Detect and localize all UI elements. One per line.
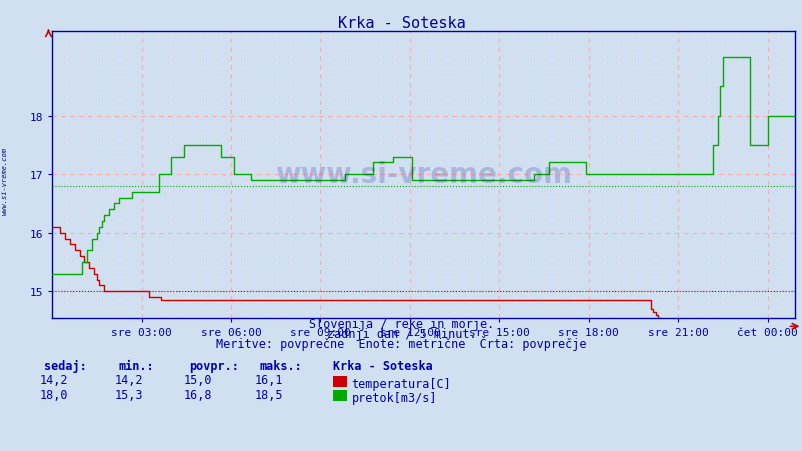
Text: 15,0: 15,0 <box>184 373 213 387</box>
Text: 16,8: 16,8 <box>184 388 213 401</box>
Text: www.si-vreme.com: www.si-vreme.com <box>2 147 8 214</box>
Text: maks.:: maks.: <box>259 359 302 372</box>
Text: temperatura[C]: temperatura[C] <box>351 377 451 390</box>
Text: Meritve: povprečne  Enote: metrične  Črta: povprečje: Meritve: povprečne Enote: metrične Črta:… <box>216 336 586 351</box>
Text: povpr.:: povpr.: <box>188 359 238 372</box>
Text: min.:: min.: <box>119 359 154 372</box>
Text: 16,1: 16,1 <box>254 373 283 387</box>
Text: 14,2: 14,2 <box>39 373 68 387</box>
Text: Krka - Soteska: Krka - Soteska <box>337 16 465 31</box>
Text: sedaj:: sedaj: <box>44 359 87 372</box>
Text: 15,3: 15,3 <box>114 388 143 401</box>
Text: zadnji dan / 5 minut.: zadnji dan / 5 minut. <box>326 327 476 341</box>
Text: pretok[m3/s]: pretok[m3/s] <box>351 391 436 404</box>
Text: Krka - Soteska: Krka - Soteska <box>333 359 432 372</box>
Text: 18,0: 18,0 <box>39 388 68 401</box>
Text: 14,2: 14,2 <box>114 373 143 387</box>
Text: www.si-vreme.com: www.si-vreme.com <box>275 161 571 189</box>
Text: Slovenija / reke in morje.: Slovenija / reke in morje. <box>309 317 493 330</box>
Text: 18,5: 18,5 <box>254 388 283 401</box>
